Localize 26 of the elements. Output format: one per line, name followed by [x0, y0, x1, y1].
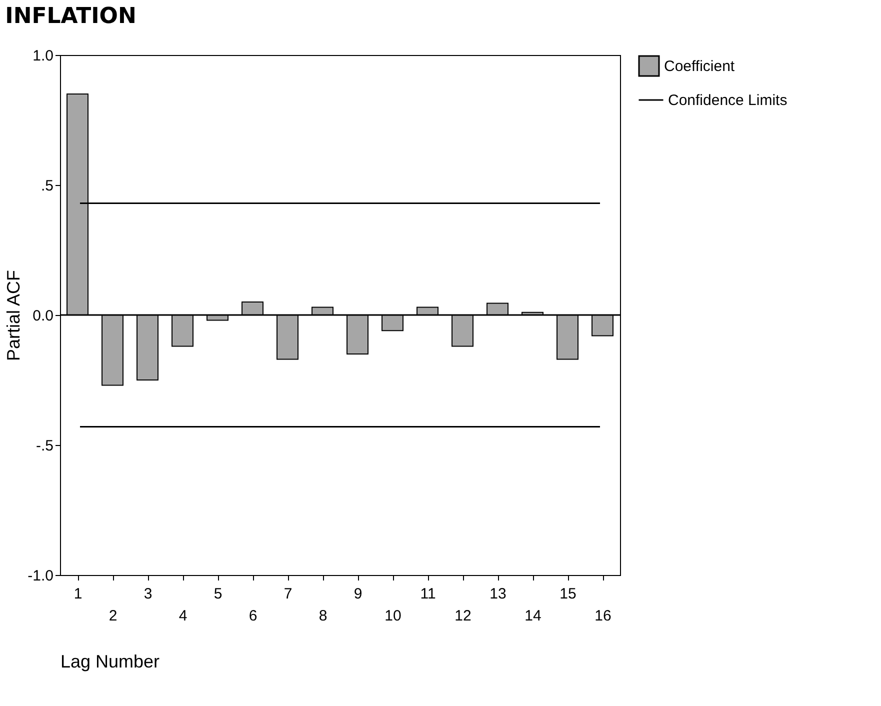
y-tick-label: -.5 [36, 438, 54, 454]
x-tick-label: 6 [248, 608, 258, 624]
legend-label: Coefficient [664, 58, 736, 75]
y-tick-label: 0.0 [32, 308, 54, 324]
x-tick-label: 1 [74, 586, 82, 602]
y-tick-label: 1.0 [32, 48, 54, 64]
x-tick-label: 9 [354, 586, 362, 602]
x-tick-label: 3 [144, 586, 152, 602]
x-tick-label: 7 [284, 586, 292, 602]
x-tick-label: 4 [178, 608, 188, 624]
y-tick-label: -1.0 [28, 568, 54, 584]
x-tick-label: 8 [318, 608, 328, 624]
chart-title: INFLATION [5, 4, 136, 29]
x-tick-label: 14 [524, 608, 542, 624]
y-tick-label: .5 [40, 178, 54, 194]
x-tick-label: 2 [108, 608, 118, 624]
x-tick-label: 13 [490, 586, 506, 602]
y-axis-title: Partial ACF [4, 270, 24, 362]
legend-label: Confidence Limits [668, 92, 788, 109]
x-tick-label: 12 [454, 608, 472, 624]
x-axis-title: Lag Number [60, 652, 160, 672]
x-tick-label: 10 [384, 608, 402, 624]
x-tick-label: 5 [214, 586, 222, 602]
x-tick-label: 16 [594, 608, 612, 624]
x-tick-label: 11 [420, 586, 436, 602]
x-tick-label: 15 [560, 586, 576, 602]
